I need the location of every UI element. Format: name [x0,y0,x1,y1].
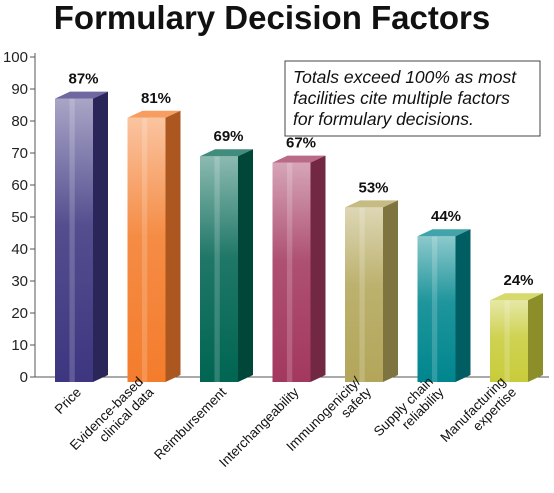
y-tick-label: 60 [11,177,28,194]
y-tick-label: 100 [3,49,28,66]
y-tick-label: 30 [11,273,28,290]
bar-top [127,110,181,118]
bar [417,229,471,382]
bars [55,91,543,383]
bar-side [310,155,326,382]
data-label: 67% [286,135,316,152]
bar-side [165,110,181,383]
bar-side [238,149,253,382]
bar-highlight [286,162,293,382]
bar-front [417,236,456,382]
bar-front [127,117,166,383]
x-tick-label: Manufacturingexpertise [437,374,519,456]
bar-top [417,229,471,237]
x-tick-label-line: Reimbursement [151,384,229,462]
bar-top [272,155,326,163]
x-tick-label: Evidence-basedclinical data [67,374,157,464]
annotation-text: Totals exceed 100% as most facilities cit… [293,67,517,129]
annotation-line: facilities cite multiple factors [293,88,510,108]
data-label: 81% [141,90,171,107]
bar-side [528,293,543,382]
bar-front [345,207,383,382]
bar-front [272,162,311,382]
data-label: 69% [213,128,243,145]
value-labels: 87% 81% 69% 67% 53% 44% 24% [68,71,533,290]
bar-side [93,91,108,382]
x-tick-label: Immunogenicity/safety [283,374,374,465]
bar-top [55,91,108,99]
bar [55,91,108,382]
data-label: 87% [68,71,98,88]
bar-highlight [504,300,510,382]
x-tick-label: Price [52,385,84,417]
bar-top [490,293,543,301]
y-tick-label: 80 [11,113,28,130]
bar-top [345,200,398,208]
bar-front [490,300,528,382]
x-tick-label-line: Price [52,385,84,417]
y-tick-label: 70 [11,145,28,162]
bar-top [200,149,253,157]
bar-highlight [214,156,220,382]
bar [345,200,398,382]
bar [127,110,181,383]
chart-title: Formulary Decision Factors [54,0,490,36]
bar-highlight [359,207,365,382]
bar-side [383,200,398,382]
annotation-line: Totals exceed 100% as most [293,67,517,87]
y-tick-label: 40 [11,241,28,258]
x-tick-label: Interchangeability [216,384,302,470]
annotation-frame [284,60,541,137]
bar [200,149,253,382]
y-tick-label: 90 [11,81,28,98]
x-tick-label-line: Interchangeability [216,384,302,470]
annotation-box: Totals exceed 100% as most facilities cit… [284,60,541,137]
data-label: 44% [431,208,461,225]
y-tick-label: 50 [11,209,28,226]
bar-front [55,98,93,382]
data-label: 24% [503,272,533,289]
bar-highlight [431,236,438,382]
bar [272,155,326,382]
bar-side [455,229,471,382]
bar-highlight [141,117,148,383]
bar [490,293,543,382]
y-tick-label: 20 [11,305,28,322]
y-tick-label: 10 [11,337,28,354]
bar-highlight [69,98,75,382]
x-tick-label: Reimbursement [151,384,229,462]
bar-front [200,156,238,382]
x-tick-label: Supply chainreliability [371,374,447,450]
annotation-line: for formulary decisions. [293,109,474,129]
y-tick-label: 0 [20,369,28,386]
data-label: 53% [358,179,388,196]
